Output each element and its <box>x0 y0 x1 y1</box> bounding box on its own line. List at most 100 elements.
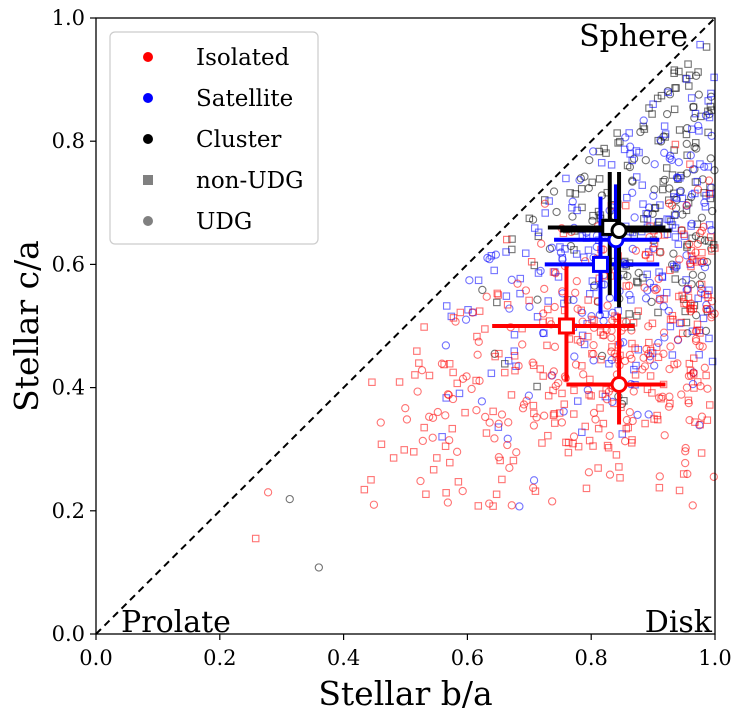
scatter-point-satellite <box>442 302 451 310</box>
scatter-point-isolated <box>569 439 577 448</box>
scatter-point-isolated <box>501 368 509 377</box>
scatter-point-isolated <box>645 338 653 347</box>
scatter-point-isolated <box>585 390 593 399</box>
scatter-point-cluster <box>695 280 704 289</box>
scatter-point-satellite <box>649 191 658 201</box>
scatter-point-cluster <box>706 154 715 163</box>
legend-box <box>109 31 319 245</box>
scatter-point-isolated <box>418 436 427 446</box>
median-marker-circle <box>610 222 628 240</box>
scatter-point-isolated <box>420 423 428 432</box>
scatter-point-isolated <box>415 359 423 367</box>
scatter-point-cluster <box>682 169 691 178</box>
scatter-point-isolated <box>709 472 718 481</box>
scatter-point-isolated <box>513 279 522 288</box>
scatter-point-isolated <box>642 344 651 354</box>
scatter-point-isolated <box>400 446 408 454</box>
scatter-point-satellite <box>650 361 659 370</box>
scatter-point-isolated <box>670 360 678 369</box>
scatter-point-isolated <box>551 269 560 278</box>
scatter-point-cluster <box>588 178 596 187</box>
scatter-point-isolated <box>607 333 616 342</box>
scatter-point-satellite <box>627 296 635 304</box>
scatter-point-isolated <box>693 185 703 194</box>
plot-frame <box>95 17 716 635</box>
scatter-point-cluster <box>614 139 622 147</box>
scatter-point-isolated <box>367 476 375 484</box>
scatter-point-isolated <box>522 396 531 405</box>
scatter-point-isolated <box>462 372 471 381</box>
scatter-point-satellite <box>588 147 598 156</box>
scatter-point-isolated <box>622 201 630 210</box>
scatter-point-isolated <box>589 349 598 359</box>
scatter-point-isolated <box>446 458 454 467</box>
scatter-point-cluster <box>613 129 621 137</box>
scatter-point-isolated <box>625 350 635 360</box>
scatter-point-isolated <box>376 418 385 427</box>
scatter-point-satellite <box>534 269 543 277</box>
scatter-point-isolated <box>558 389 566 398</box>
scatter-point-isolated <box>481 325 489 333</box>
scatter-point-satellite <box>659 302 668 311</box>
scatter-point-isolated <box>377 440 386 449</box>
scatter-point-cluster <box>629 154 639 163</box>
scatter-point-isolated <box>581 422 589 431</box>
scatter-point-isolated <box>584 332 592 341</box>
scatter-point-isolated <box>584 296 592 304</box>
scatter-point-isolated <box>693 239 702 249</box>
scatter-point-isolated <box>665 364 674 374</box>
scatter-point-isolated <box>401 404 410 413</box>
scatter-point-cluster <box>659 177 667 186</box>
scatter-point-isolated <box>582 484 591 493</box>
scatter-point-isolated <box>518 340 527 349</box>
scatter-point-cluster <box>675 67 683 76</box>
scatter-point-isolated <box>514 361 523 371</box>
scatter-point-cluster <box>683 329 692 338</box>
scatter-point-isolated <box>540 411 549 420</box>
scatter-point-satellite <box>502 292 511 300</box>
scatter-point-satellite <box>701 202 710 211</box>
scatter-point-isolated <box>684 398 693 408</box>
scatter-point-isolated <box>669 315 677 324</box>
scatter-point-isolated <box>422 490 430 498</box>
scatter-point-isolated <box>571 288 580 297</box>
scatter-point-isolated <box>369 500 379 509</box>
scatter-point-satellite <box>438 433 446 441</box>
scatter-point-cluster <box>670 146 678 154</box>
scatter-point-isolated <box>594 464 602 472</box>
scatter-point-satellite <box>570 352 579 361</box>
scatter-point-satellite <box>708 357 717 366</box>
scatter-point-satellite <box>695 127 703 135</box>
scatter-point-isolated <box>697 449 706 457</box>
scatter-point-isolated <box>445 436 454 445</box>
scatter-point-cluster <box>623 272 632 281</box>
scatter-point-isolated <box>700 363 709 372</box>
scatter-point-isolated <box>639 353 648 362</box>
scatter-point-cluster <box>633 312 641 320</box>
scatter-point-cluster <box>662 164 671 172</box>
scatter-point-satellite <box>580 253 588 262</box>
scatter-point-cluster <box>670 105 679 114</box>
scatter-point-satellite <box>696 160 704 168</box>
scatter-point-satellite <box>556 243 564 251</box>
scatter-point-satellite <box>541 209 549 217</box>
scatter-point-isolated <box>587 392 595 400</box>
scatter-point-isolated <box>697 257 706 265</box>
scatter-point-isolated <box>512 448 521 457</box>
scatter-point-cluster <box>662 109 672 119</box>
scatter-point-isolated <box>492 490 501 499</box>
scatter-point-satellite <box>642 210 650 218</box>
legend-label-cluster: Cluster <box>196 127 281 153</box>
scatter-point-isolated <box>653 411 661 420</box>
scatter-point-isolated <box>505 463 514 473</box>
scatter-point-isolated <box>485 418 494 427</box>
scatter-point-isolated <box>655 483 664 492</box>
scatter-point-cluster <box>602 149 610 157</box>
scatter-point-satellite <box>568 203 576 212</box>
scatter-point-satellite <box>465 276 474 285</box>
scatter-point-isolated <box>473 350 482 359</box>
scatter-point-isolated <box>681 447 690 456</box>
scatter-point-satellite <box>666 322 675 331</box>
scatter-point-isolated <box>570 410 578 418</box>
scatter-point-isolated <box>562 438 570 447</box>
